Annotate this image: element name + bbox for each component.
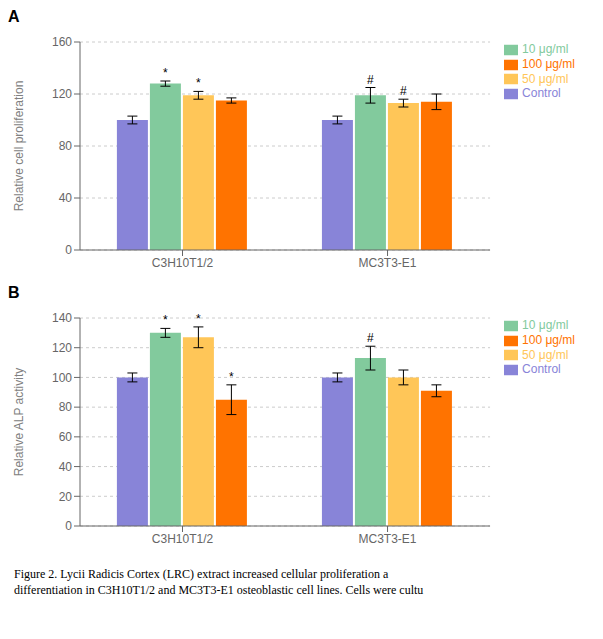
svg-text:C3H10T1/2: C3H10T1/2 [152, 256, 214, 270]
html-text:Figure 2. Lycii Radicis Cortex: Figure 2. Lycii Radicis Cortex (LRC) ext… [14, 567, 389, 581]
svg-text:*: * [196, 76, 201, 90]
html-text:10 μg/ml: 10 μg/ml [522, 318, 569, 332]
svg-text:120: 120 [52, 87, 72, 101]
svg-text:80: 80 [59, 400, 73, 414]
svg-text:160: 160 [52, 35, 72, 49]
html-text:100 μg/ml: 100 μg/ml [522, 56, 575, 71]
svg-text:*: * [229, 370, 234, 384]
html-text:Control: Control [522, 86, 561, 101]
svg-text:*: * [163, 66, 168, 80]
html-text:50 μg/ml: 50 μg/ml [522, 347, 569, 362]
svg-text:#: # [367, 331, 374, 345]
svg-text:MC3T3-E1: MC3T3-E1 [359, 256, 417, 270]
svg-text:#: # [400, 84, 407, 98]
svg-text:*: * [196, 312, 201, 326]
svg-text:40: 40 [59, 460, 73, 474]
html-text:A: A [8, 8, 20, 25]
svg-text:60: 60 [59, 430, 73, 444]
svg-text:80: 80 [59, 139, 73, 153]
html-text:Control: Control [522, 362, 561, 377]
svg-text:*: * [163, 313, 168, 327]
svg-text:100: 100 [52, 371, 72, 385]
svg-text:140: 140 [52, 311, 72, 325]
svg-text:Relative ALP activity: Relative ALP activity [12, 368, 26, 477]
svg-text:0: 0 [65, 243, 72, 257]
html-text:B: B [8, 284, 20, 301]
html-text:10 μg/ml: 10 μg/ml [522, 42, 569, 56]
svg-text:120: 120 [52, 341, 72, 355]
svg-text:40: 40 [59, 191, 73, 205]
html-text:50 μg/ml: 50 μg/ml [522, 71, 569, 86]
svg-text:C3H10T1/2: C3H10T1/2 [152, 532, 214, 546]
html-text:differentiation in C3H10T1/2 a: differentiation in C3H10T1/2 and MC3T3-E… [14, 583, 424, 597]
svg-text:MC3T3-E1: MC3T3-E1 [359, 532, 417, 546]
html-text:100 μg/ml: 100 μg/ml [522, 332, 575, 347]
svg-text:Relative cell proliferation: Relative cell proliferation [12, 81, 26, 212]
svg-text:0: 0 [65, 519, 72, 533]
svg-text:#: # [367, 73, 374, 87]
svg-text:20: 20 [59, 490, 73, 504]
